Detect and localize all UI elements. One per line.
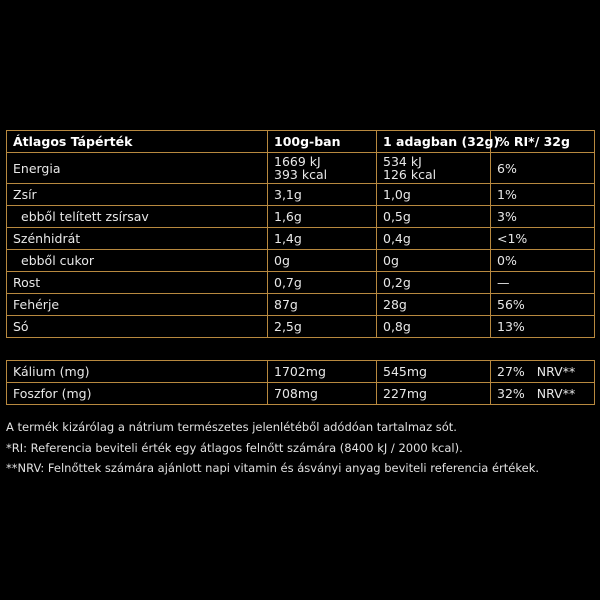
nrv-note: NRV** [536,364,576,379]
header-serving: 1 adagban (32g) [376,130,499,153]
cell-ri: 32% NRV** [490,382,595,405]
value-kcal: 126 kcal [383,167,437,182]
footnote-nrv: **NRV: Felnőttek számára ajánlott napi v… [6,461,540,475]
value-kj: 1669 kJ [274,154,321,169]
value-kcal: 393 kcal [274,167,328,182]
footnote-ri: *RI: Referencia beviteli érték egy átlag… [6,440,463,455]
cell-serving: 0,4g [376,227,491,250]
cell-serving: 534 kJ 126 kcal [376,152,491,184]
row-label: Fehérje [6,293,268,316]
cell-ri: 1% [490,183,595,206]
ri-value: 27% [497,364,525,379]
table-row: Szénhidrát 1,4g 0,4g <1% [6,227,595,250]
cell-per100: 1702mg [267,360,377,383]
table-row: Zsír 3,1g 1,0g 1% [6,183,595,206]
cell-per100: 2,5g [267,315,377,338]
table-row: Só 2,5g 0,8g 13% [6,315,595,338]
cell-per100: 1,4g [267,227,377,250]
cell-serving: 545mg [376,360,491,383]
table-row: Fehérje 87g 28g 56% [6,293,595,316]
header-per100: 100g-ban [267,130,377,153]
mineral-table: Kálium (mg) 1702mg 545mg 27% NRV** Foszfor (… [6,360,595,405]
cell-ri: 6% [490,152,595,184]
cell-ri: 27% NRV** [490,360,595,383]
cell-per100: 0g [267,249,377,272]
cell-serving: 0,2g [376,271,491,294]
cell-serving: 0g [376,249,491,272]
row-label: Rost [6,271,268,294]
table-row: Energia 1669 kJ 393 kcal 534 kJ 126 kcal 6… [6,152,595,184]
cell-serving: 0,8g [376,315,491,338]
cell-ri: — [490,271,595,294]
row-label: Kálium (mg) [6,360,268,383]
header-ri: % RI*/ 32g [490,130,595,153]
table-row: ebből cukor 0g 0g 0% [6,249,595,272]
cell-ri: 56% [490,293,595,316]
cell-per100: 708mg [267,382,377,405]
nrv-note: NRV** [536,386,576,401]
cell-ri: <1% [490,227,595,250]
cell-per100: 1,6g [267,205,377,228]
row-label: Só [6,315,268,338]
row-label: Szénhidrát [6,227,268,250]
row-label: Zsír [6,183,268,206]
cell-serving: 227mg [376,382,491,405]
cell-serving: 28g [376,293,491,316]
table-row: Kálium (mg) 1702mg 545mg 27% NRV** [6,360,595,383]
nutrition-table: Átlagos Tápérték 100g-ban 1 adagban (32g… [6,130,595,338]
row-label: Foszfor (mg) [6,382,268,405]
ri-value: 32% [497,386,525,401]
cell-ri: 0% [490,249,595,272]
cell-per100: 1669 kJ 393 kcal [267,152,377,184]
cell-serving: 1,0g [376,183,491,206]
row-label: ebből telített zsírsav [6,205,268,228]
header-row: Átlagos Tápérték 100g-ban 1 adagban (32g… [6,130,595,153]
header-nutrient: Átlagos Tápérték [6,130,268,153]
footnotes: A termék kizárólag a nátrium természetes… [6,417,539,479]
cell-per100: 87g [267,293,377,316]
row-label: Energia [6,152,268,184]
table-row: Rost 0,7g 0,2g — [6,271,595,294]
cell-serving: 0,5g [376,205,491,228]
cell-per100: 3,1g [267,183,377,206]
cell-ri: 13% [490,315,595,338]
cell-per100: 0,7g [267,271,377,294]
footnote-salt: A termék kizárólag a nátrium természetes… [6,420,457,434]
cell-ri: 3% [490,205,595,228]
value-kj: 534 kJ [383,154,422,169]
table-row: ebből telített zsírsav 1,6g 0,5g 3% [6,205,595,228]
row-label: ebből cukor [6,249,268,272]
table-row: Foszfor (mg) 708mg 227mg 32% NRV** [6,382,595,405]
